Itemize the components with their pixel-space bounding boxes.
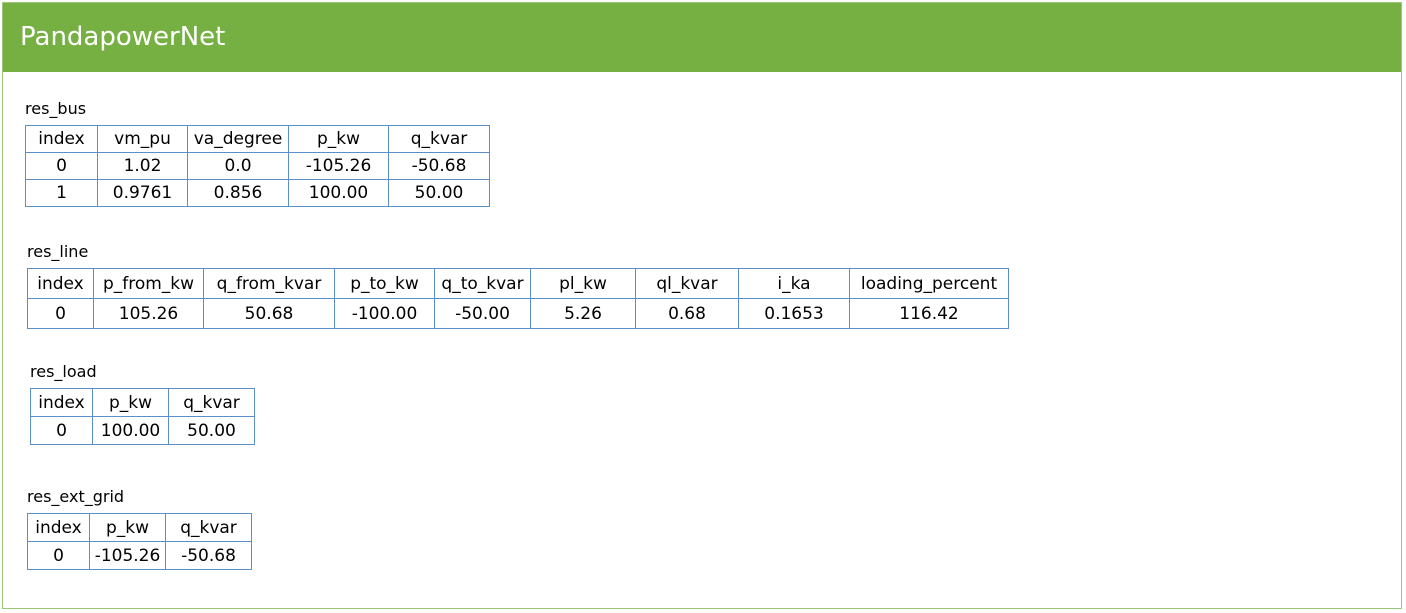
column-header: p_kw (288, 125, 389, 153)
table-header-row: index vm_pu va_degree p_kw q_kvar (25, 125, 490, 153)
table-cell: 0 (25, 152, 98, 180)
column-header: q_to_kvar (434, 268, 531, 299)
column-header: q_from_kvar (203, 268, 335, 299)
table-row: 1 0.9761 0.856 100.00 50.00 (25, 179, 490, 207)
res-ext-grid-section: res_ext_grid index p_kw q_kvar 0 -105.26… (27, 487, 252, 570)
table-cell: -50.68 (165, 541, 252, 570)
table-cell: 105.26 (93, 298, 204, 329)
table-row: 0 105.26 50.68 -100.00 -50.00 5.26 0.68 … (27, 298, 1009, 329)
table-header-row: index p_kw q_kvar (27, 513, 252, 542)
res-load-table: index p_kw q_kvar 0 100.00 50.00 (30, 388, 255, 445)
table-cell: -50.68 (388, 152, 490, 180)
column-header: p_kw (92, 388, 169, 417)
table-cell: 5.26 (530, 298, 636, 329)
res-line-table: index p_from_kw q_from_kvar p_to_kw q_to… (27, 268, 1009, 329)
column-header: vm_pu (97, 125, 188, 153)
table-cell: -105.26 (288, 152, 389, 180)
column-header: q_kvar (168, 388, 255, 417)
table-cell: 0 (27, 541, 90, 570)
table-cell: 1 (25, 179, 98, 207)
table-cell: 0 (30, 416, 93, 445)
column-header: q_kvar (388, 125, 490, 153)
table-cell: -50.00 (434, 298, 531, 329)
table-cell: 0.856 (187, 179, 289, 207)
table-cell: -105.26 (89, 541, 166, 570)
table-cell: 0 (27, 298, 94, 329)
table-row: 0 100.00 50.00 (30, 416, 255, 445)
table-cell: 100.00 (92, 416, 169, 445)
table-row: 0 1.02 0.0 -105.26 -50.68 (25, 152, 490, 180)
column-header: p_kw (89, 513, 166, 542)
column-header: p_to_kw (334, 268, 435, 299)
header-banner: PandapowerNet (3, 3, 1401, 72)
table-cell: 116.42 (849, 298, 1009, 329)
page-title: PandapowerNet (20, 22, 226, 52)
res-ext-grid-label: res_ext_grid (27, 487, 125, 506)
column-header: ql_kvar (635, 268, 739, 299)
table-cell: 0.1653 (738, 298, 850, 329)
res-bus-table: index vm_pu va_degree p_kw q_kvar 0 1.02… (25, 125, 490, 207)
table-header-row: index p_from_kw q_from_kvar p_to_kw q_to… (27, 268, 1009, 299)
res-bus-section: res_bus index vm_pu va_degree p_kw q_kva… (25, 99, 490, 207)
column-header: index (27, 513, 90, 542)
column-header: pl_kw (530, 268, 636, 299)
res-ext-grid-table: index p_kw q_kvar 0 -105.26 -50.68 (27, 513, 252, 570)
res-load-label: res_load (30, 362, 97, 381)
table-cell: 50.68 (203, 298, 335, 329)
table-cell: 50.00 (388, 179, 490, 207)
column-header: va_degree (187, 125, 289, 153)
table-cell: 1.02 (97, 152, 188, 180)
table-row: 0 -105.26 -50.68 (27, 541, 252, 570)
table-cell: 0.68 (635, 298, 739, 329)
res-line-label: res_line (27, 242, 89, 261)
column-header: index (27, 268, 94, 299)
column-header: q_kvar (165, 513, 252, 542)
table-cell: 100.00 (288, 179, 389, 207)
column-header: loading_percent (849, 268, 1009, 299)
table-header-row: index p_kw q_kvar (30, 388, 255, 417)
table-cell: -100.00 (334, 298, 435, 329)
res-load-section: res_load index p_kw q_kvar 0 100.00 50.0… (30, 362, 255, 445)
column-header: p_from_kw (93, 268, 204, 299)
res-bus-label: res_bus (25, 99, 87, 118)
column-header: i_ka (738, 268, 850, 299)
table-cell: 0.9761 (97, 179, 188, 207)
res-line-section: res_line index p_from_kw q_from_kvar p_t… (27, 242, 1009, 329)
table-cell: 50.00 (168, 416, 255, 445)
table-cell: 0.0 (187, 152, 289, 180)
column-header: index (25, 125, 98, 153)
column-header: index (30, 388, 93, 417)
